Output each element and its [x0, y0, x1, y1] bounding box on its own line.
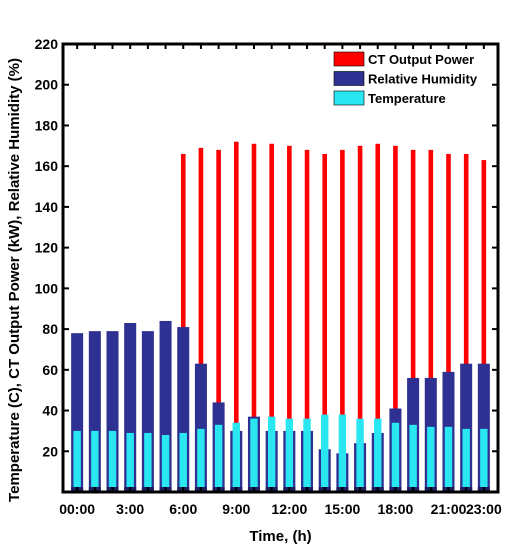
- bar-ct-output-power-14: [322, 153, 328, 492]
- x-tick-label-1: 3:00: [116, 501, 144, 517]
- bar-ct-output-power-6: [180, 153, 186, 492]
- legend-swatch-2: [333, 90, 365, 106]
- bar-ct-output-power-16: [357, 145, 363, 492]
- bar-temperature-22: [462, 428, 470, 492]
- bar-ct-output-power-20: [428, 149, 434, 492]
- bar-temperature-3: [126, 432, 134, 492]
- x-tick-label-5: 15:00: [324, 501, 360, 517]
- bar-ct-output-power-12: [287, 145, 292, 492]
- bar-temperature-18: [391, 422, 400, 492]
- bar-temperature-13: [303, 418, 311, 492]
- x-tick-label-3: 9:00: [222, 501, 250, 517]
- y-tick-label-20: 20: [42, 443, 58, 459]
- y-tick-label-40: 40: [42, 403, 58, 419]
- tick-labels-layer: 20 40 60 80 100 120 140 160 180 200 220 00:00 3:00 6:…: [35, 36, 502, 517]
- bar-ct-output-power-8: [216, 149, 221, 492]
- legend-label-0: CT Output Power: [368, 52, 474, 67]
- y-tick-label-120: 120: [35, 240, 59, 256]
- bar-temperature-11: [267, 416, 276, 492]
- legend-label-2: Temperature: [368, 91, 446, 106]
- bar-ct-output-power-22: [463, 153, 469, 492]
- bar-ct-output-power-13: [304, 149, 310, 492]
- y-tick-label-60: 60: [42, 362, 58, 378]
- bar-ct-output-power-9: [233, 141, 239, 492]
- legend-swatch-0: [333, 51, 365, 67]
- bar-temperature-2: [108, 430, 117, 492]
- bar-temperature-19: [409, 424, 417, 492]
- y-tick-label-180: 180: [35, 117, 59, 133]
- bar-temperature-16: [356, 418, 364, 492]
- x-tick-label-8: 23:00: [466, 501, 502, 517]
- legend: CT Output Power Relative Humidity Temperat…: [333, 51, 478, 106]
- bar-temperature-8: [214, 424, 223, 492]
- y-tick-label-100: 100: [35, 280, 59, 296]
- bar-temperature-17: [374, 418, 382, 492]
- y-tick-label-140: 140: [35, 199, 59, 215]
- bar-temperature-9: [232, 422, 241, 492]
- bar-temperature-12: [285, 418, 294, 492]
- bar-ct-output-power-15: [340, 149, 345, 492]
- bar-temperature-5: [161, 434, 170, 492]
- bar-ct-output-power-7: [198, 147, 204, 492]
- plot-frame: [61, 42, 500, 494]
- y-tick-label-160: 160: [35, 158, 59, 174]
- bar-ct-output-power-11: [269, 143, 274, 492]
- bar-ct-output-power-23: [481, 160, 487, 492]
- bar-temperature-14: [320, 414, 329, 492]
- bar-temperature-6: [179, 432, 187, 492]
- bar-temperature-10: [250, 418, 258, 492]
- bar-ct-output-power-18: [393, 145, 398, 492]
- bar-ct-output-power-19: [410, 149, 416, 492]
- legend-label-1: Relative Humidity: [368, 72, 478, 87]
- x-tick-label-7: 21:00: [431, 501, 467, 517]
- bar-temperature-21: [444, 426, 453, 492]
- bar-temperature-1: [91, 430, 99, 492]
- bar-temperature-15: [338, 414, 347, 492]
- bar-temperature-4: [144, 432, 152, 492]
- x-axis-title: Time, (h): [249, 528, 311, 545]
- y-axis-title: Temperature (C), CT Output Power (kW), R…: [6, 58, 23, 502]
- bar-ct-output-power-10: [251, 143, 257, 492]
- bar-ct-output-power-17: [375, 143, 381, 492]
- y-tick-label-220: 220: [35, 36, 59, 52]
- bar-temperature-0: [73, 430, 81, 492]
- x-tick-label-6: 18:00: [378, 501, 414, 517]
- bar-ct-output-power-21: [446, 153, 451, 492]
- legend-swatch-1: [333, 71, 365, 86]
- y-tick-label-80: 80: [42, 321, 58, 337]
- x-tick-label-0: 00:00: [59, 501, 95, 517]
- y-tick-label-200: 200: [35, 77, 59, 93]
- bar-temperature-20: [427, 426, 435, 492]
- x-tick-label-2: 6:00: [169, 501, 197, 517]
- x-tick-label-4: 12:00: [271, 501, 307, 517]
- bars-layer: [71, 141, 490, 492]
- bar-temperature-7: [197, 428, 205, 492]
- bar-temperature-23: [480, 428, 488, 492]
